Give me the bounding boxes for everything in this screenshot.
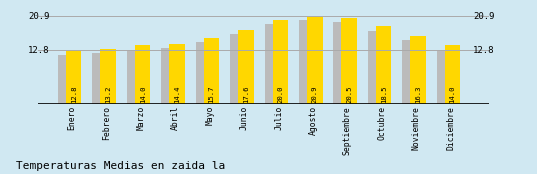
Bar [410, 36, 426, 104]
Bar [437, 50, 458, 104]
Bar [195, 42, 217, 104]
Bar [342, 18, 357, 104]
Bar [204, 38, 219, 104]
Bar [92, 53, 114, 104]
Text: 20.5: 20.5 [346, 86, 352, 103]
Text: 20.0: 20.0 [277, 86, 284, 103]
Text: 12.8: 12.8 [28, 46, 49, 55]
Text: 13.2: 13.2 [105, 86, 111, 103]
Bar [127, 50, 148, 104]
Bar [368, 31, 389, 104]
Bar [135, 45, 150, 104]
Text: 20.9: 20.9 [28, 12, 49, 21]
Bar [402, 40, 424, 104]
Bar [230, 34, 251, 104]
Text: 18.5: 18.5 [381, 86, 387, 103]
Text: 17.6: 17.6 [243, 86, 249, 103]
Bar [169, 44, 185, 104]
Text: 12.8: 12.8 [71, 86, 77, 103]
Bar [299, 20, 320, 104]
Bar [161, 48, 183, 104]
Bar [333, 22, 355, 104]
Text: 20.9: 20.9 [473, 12, 495, 21]
Text: Temperaturas Medias en zaida la: Temperaturas Medias en zaida la [16, 161, 226, 171]
Text: 14.4: 14.4 [174, 86, 180, 103]
Bar [265, 24, 286, 104]
Text: 14.0: 14.0 [449, 86, 455, 103]
Text: 12.8: 12.8 [473, 46, 495, 55]
Bar [58, 55, 79, 104]
Text: 20.9: 20.9 [312, 86, 318, 103]
Bar [238, 30, 253, 104]
Bar [376, 26, 391, 104]
Bar [273, 20, 288, 104]
Text: 16.3: 16.3 [415, 86, 421, 103]
Text: 15.7: 15.7 [208, 86, 214, 103]
Bar [100, 49, 116, 104]
Bar [66, 50, 82, 104]
Bar [445, 45, 460, 104]
Text: 14.0: 14.0 [140, 86, 146, 103]
Bar [307, 16, 323, 104]
